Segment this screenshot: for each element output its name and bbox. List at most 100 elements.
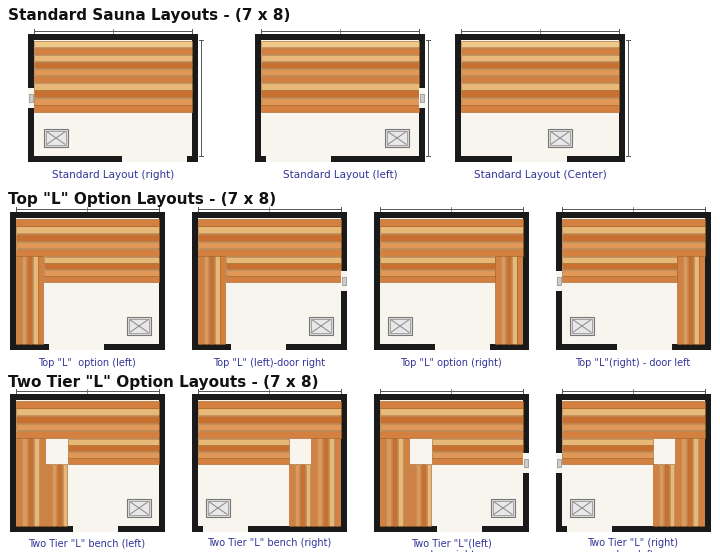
Text: Standard Layout (right): Standard Layout (right) <box>52 170 174 180</box>
Bar <box>435 344 490 350</box>
Bar <box>681 438 686 526</box>
Text: Two Tier "L" bench (right): Two Tier "L" bench (right) <box>207 538 331 548</box>
Bar <box>311 438 316 526</box>
Bar <box>226 263 341 269</box>
Bar <box>198 234 341 241</box>
Bar <box>28 34 198 162</box>
Bar <box>562 458 653 464</box>
Bar <box>261 48 419 54</box>
Bar <box>198 408 341 415</box>
Bar <box>432 445 523 451</box>
Bar <box>226 277 341 282</box>
Bar <box>210 256 214 344</box>
Bar <box>562 431 705 438</box>
Bar <box>664 464 669 526</box>
Bar <box>410 464 415 526</box>
Bar <box>16 249 159 256</box>
Text: Top "L"(right) - door left: Top "L"(right) - door left <box>575 358 690 368</box>
Bar <box>380 431 523 438</box>
Bar <box>129 501 149 515</box>
Bar <box>198 445 289 451</box>
Bar <box>198 219 341 226</box>
Bar <box>198 416 341 423</box>
Bar <box>461 62 619 68</box>
Bar <box>380 263 495 269</box>
Bar <box>659 464 663 526</box>
Bar <box>57 464 62 526</box>
Bar <box>127 317 151 335</box>
Bar <box>562 218 705 344</box>
Bar <box>311 319 331 333</box>
Bar <box>261 83 419 89</box>
Bar <box>215 256 220 344</box>
Bar <box>392 438 397 526</box>
Bar <box>198 242 341 248</box>
Bar <box>694 256 698 344</box>
Bar <box>34 48 192 54</box>
Bar <box>34 105 192 112</box>
Bar <box>380 277 495 282</box>
Bar <box>455 34 625 162</box>
Bar <box>127 499 151 517</box>
Bar <box>226 257 341 263</box>
Bar <box>34 438 39 526</box>
Bar <box>512 156 567 162</box>
Bar <box>28 438 33 526</box>
Bar <box>16 408 159 415</box>
Bar <box>683 256 688 344</box>
Bar <box>385 129 409 147</box>
Bar <box>203 526 248 532</box>
Bar <box>16 256 21 344</box>
Bar <box>129 319 149 333</box>
Bar <box>342 277 346 285</box>
Bar <box>380 401 523 407</box>
Bar <box>461 69 619 75</box>
Bar <box>388 317 412 335</box>
Bar <box>562 445 653 451</box>
Bar <box>524 459 528 467</box>
Bar <box>261 76 419 82</box>
Bar <box>518 256 522 344</box>
Bar <box>309 317 333 335</box>
Bar <box>46 131 66 145</box>
Bar <box>27 256 32 344</box>
Bar <box>562 242 705 248</box>
Bar <box>677 256 682 344</box>
Bar <box>22 256 27 344</box>
Bar <box>231 344 286 350</box>
Bar <box>300 464 305 526</box>
Bar <box>16 400 159 526</box>
Bar <box>49 344 104 350</box>
Bar <box>44 270 159 275</box>
Bar <box>374 212 529 350</box>
Bar <box>192 394 347 532</box>
Bar <box>266 156 331 162</box>
Bar <box>34 41 192 47</box>
Bar <box>261 41 419 47</box>
Bar <box>329 438 334 526</box>
Bar <box>562 277 677 282</box>
Bar <box>16 438 21 526</box>
Bar <box>556 271 562 291</box>
Bar <box>29 94 33 102</box>
Bar <box>493 501 513 515</box>
Bar <box>461 105 619 112</box>
Bar <box>261 91 419 97</box>
Bar <box>34 98 192 104</box>
Bar <box>323 438 328 526</box>
Bar <box>226 270 341 275</box>
Bar <box>317 438 323 526</box>
Text: Standard Sauna Layouts - (7 x 8): Standard Sauna Layouts - (7 x 8) <box>8 8 290 23</box>
Bar <box>398 438 403 526</box>
Bar <box>415 464 420 526</box>
Bar <box>380 270 495 275</box>
Bar <box>432 458 523 464</box>
Bar <box>495 256 500 344</box>
Bar <box>44 257 159 263</box>
Bar <box>548 129 572 147</box>
Text: Two Tier "L" bench (left): Two Tier "L" bench (left) <box>28 538 145 548</box>
Bar <box>386 438 391 526</box>
Bar <box>570 317 594 335</box>
Bar <box>699 256 704 344</box>
Bar <box>208 501 228 515</box>
